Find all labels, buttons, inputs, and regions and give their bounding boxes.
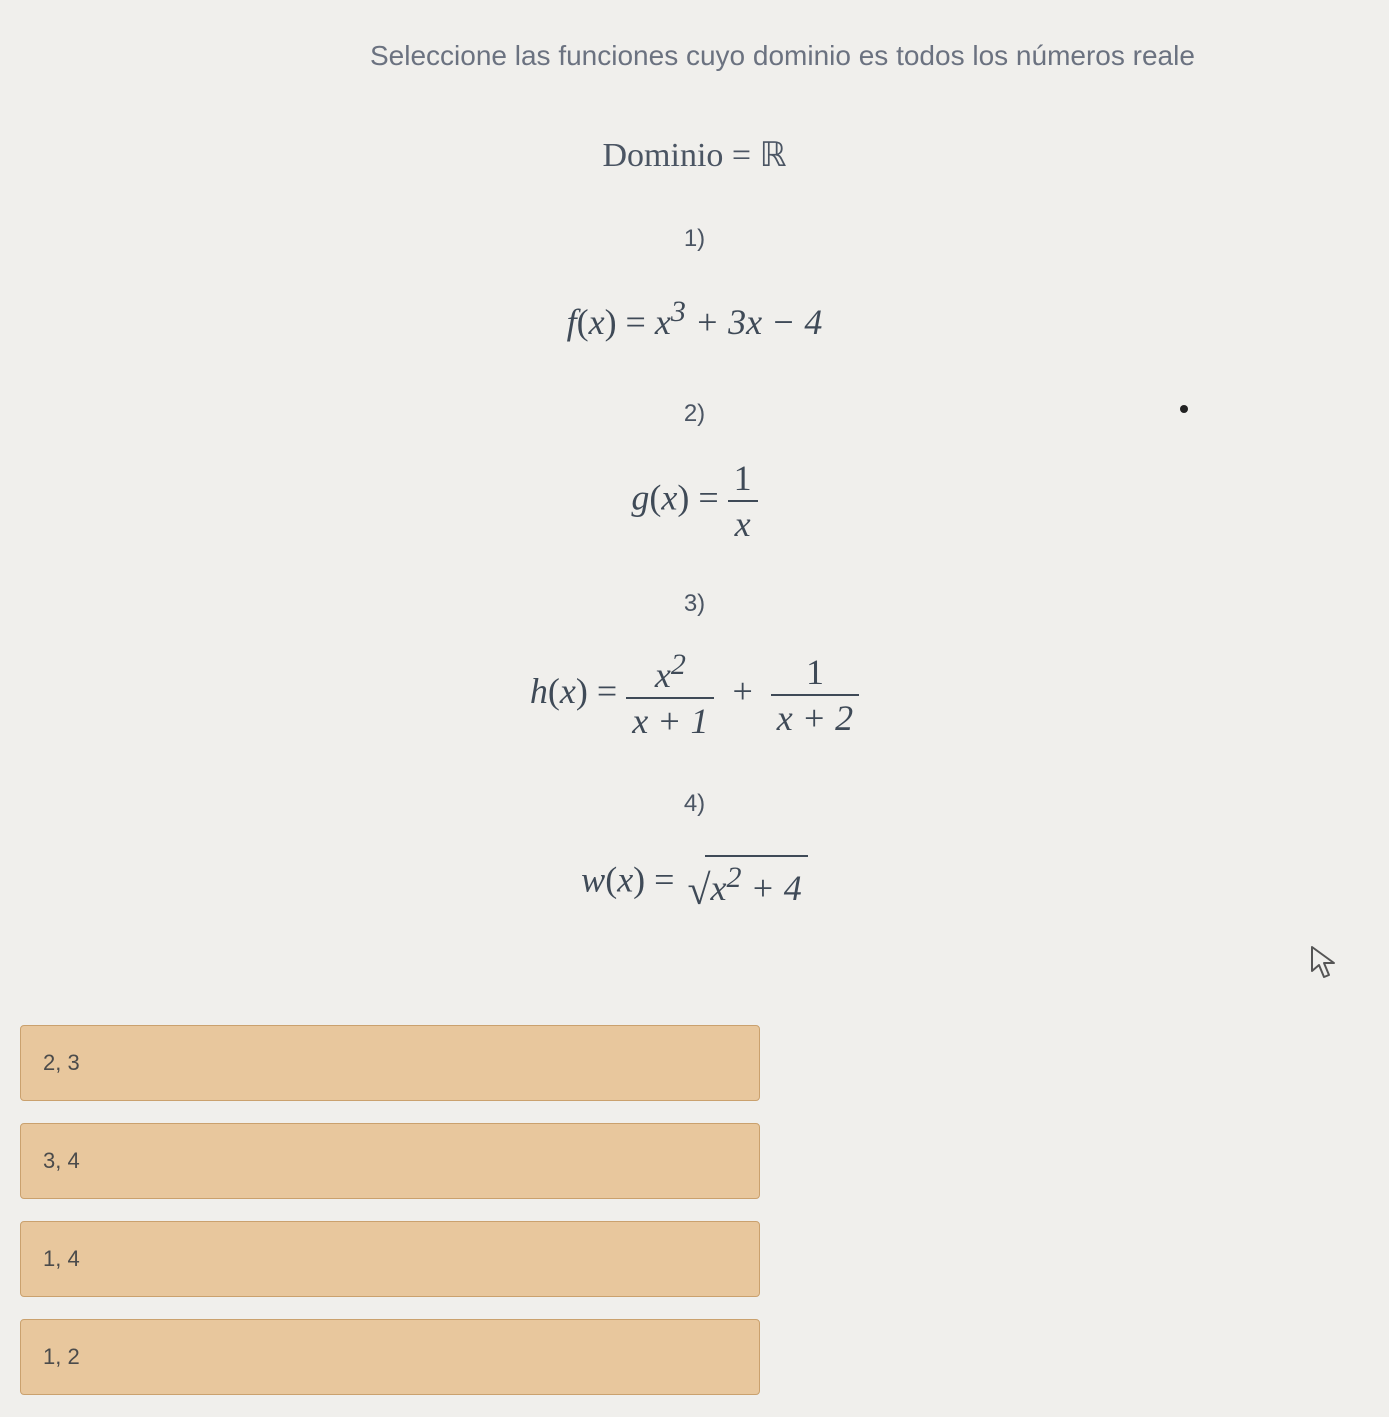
- answer-option-4[interactable]: 1, 2: [20, 1319, 760, 1395]
- sqrt-icon: √: [687, 867, 710, 915]
- item-3-label: 3): [0, 590, 1389, 618]
- answer-option-1[interactable]: 2, 3: [20, 1025, 760, 1101]
- answer-option-3[interactable]: 1, 4: [20, 1221, 760, 1297]
- stray-dot: [1180, 405, 1188, 413]
- item-1-label: 1): [0, 225, 1389, 253]
- equation-f: f(x) = x3 + 3x − 4: [0, 295, 1389, 343]
- cursor-icon: [1310, 945, 1338, 986]
- item-4-label: 4): [0, 790, 1389, 818]
- equation-g: g(x) = 1 x: [0, 460, 1389, 542]
- answer-options: 2, 3 3, 4 1, 4 1, 2: [20, 1025, 760, 1417]
- item-2-label: 2): [0, 400, 1389, 428]
- question-prompt: Seleccione las funciones cuyo dominio es…: [370, 40, 1195, 72]
- domain-text: Dominio = ℝ: [603, 137, 787, 174]
- domain-statement: Dominio = ℝ: [0, 135, 1389, 175]
- equation-h: h(x) = x2 x + 1 + 1 x + 2: [0, 650, 1389, 739]
- equation-w: w(x) = √x2 + 4: [0, 855, 1389, 911]
- answer-option-2[interactable]: 3, 4: [20, 1123, 760, 1199]
